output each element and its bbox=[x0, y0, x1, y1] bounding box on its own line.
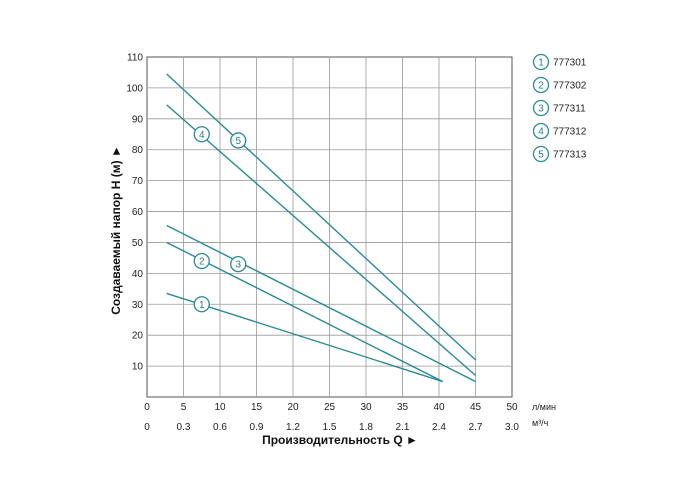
series-marker-1: 1 bbox=[193, 296, 210, 313]
legend-label: 777301 bbox=[553, 58, 587, 69]
series-marker-5: 5 bbox=[230, 132, 247, 149]
series-line-777302 bbox=[166, 241, 443, 383]
legend-label: 777302 bbox=[553, 81, 587, 92]
series-lines bbox=[166, 73, 476, 383]
x-tick-label: 50 bbox=[506, 402, 518, 413]
legend-label: 777313 bbox=[553, 150, 587, 161]
marker-number: 2 bbox=[199, 257, 205, 268]
y-tick-labels: 10 20 30 40 50 60 70 80 90 100 110 bbox=[126, 53, 143, 373]
x-tick-label: 40 bbox=[433, 402, 445, 413]
series-line-777311 bbox=[166, 224, 476, 383]
x-tick-label: 15 bbox=[251, 402, 263, 413]
x-tick-label: 10 bbox=[214, 402, 226, 413]
x2-tick-labels: 0 0.3 0.6 0.9 1.2 1.5 1.8 2.1 2.4 2.7 3.0 bbox=[144, 422, 519, 433]
series-marker-3: 3 bbox=[230, 255, 247, 273]
y-tick-label: 110 bbox=[127, 53, 143, 64]
y-tick-label: 50 bbox=[132, 238, 144, 249]
x-tick-label: 35 bbox=[397, 402, 409, 413]
marker-circle bbox=[193, 126, 210, 143]
legend-marker-circle bbox=[532, 145, 550, 163]
x-tick-label: 20 bbox=[287, 402, 299, 413]
series-line-777313 bbox=[166, 73, 476, 361]
legend-marker-circle bbox=[532, 99, 550, 117]
x2-tick-label: 1.8 bbox=[359, 422, 373, 433]
x-tick-label: 45 bbox=[470, 402, 482, 413]
marker-circle bbox=[193, 252, 210, 270]
legend-label: 777311 bbox=[553, 104, 586, 115]
y-tick-label: 20 bbox=[132, 331, 144, 342]
x-tick-label: 25 bbox=[324, 402, 336, 413]
x-tick-label: 5 bbox=[181, 402, 187, 413]
legend-marker-circle bbox=[532, 76, 550, 94]
legend-item-777313: 5 777313 bbox=[532, 145, 587, 163]
x2-tick-label: 2.4 bbox=[432, 422, 446, 433]
legend-marker-circle bbox=[532, 53, 550, 71]
y-tick-label: 70 bbox=[132, 176, 144, 187]
legend-marker-circle bbox=[532, 122, 550, 140]
series-marker-4: 4 bbox=[193, 126, 210, 143]
x2-unit-label: м³/ч bbox=[532, 418, 549, 428]
legend-label: 777312 bbox=[553, 127, 587, 138]
legend-marker-number: 2 bbox=[538, 81, 544, 92]
y-tick-label: 30 bbox=[132, 300, 144, 311]
legend-item-777302: 2 777302 bbox=[532, 76, 587, 94]
legend-marker-number: 1 bbox=[538, 58, 544, 69]
legend: 1 777301 2 777302 3 777311 4 777312 5 777313 bbox=[532, 53, 587, 163]
legend-marker-number: 3 bbox=[538, 104, 544, 115]
x2-tick-label: 0.6 bbox=[213, 422, 227, 433]
legend-item-777312: 4 777312 bbox=[532, 122, 587, 140]
y-tick-label: 10 bbox=[132, 362, 144, 373]
marker-circle bbox=[193, 296, 210, 313]
marker-number: 4 bbox=[199, 130, 205, 141]
series-markers: 1 2 3 4 5 bbox=[193, 126, 247, 313]
x2-tick-label: 0 bbox=[144, 422, 150, 433]
y-tick-label: 90 bbox=[132, 114, 144, 125]
x-unit-label: л/мин bbox=[532, 402, 556, 412]
series-line-777312 bbox=[166, 104, 476, 376]
y-tick-label: 100 bbox=[126, 83, 143, 94]
marker-number: 5 bbox=[235, 136, 241, 147]
marker-number: 1 bbox=[199, 300, 205, 311]
x2-tick-label: 0.3 bbox=[177, 422, 191, 433]
x2-tick-label: 3.0 bbox=[505, 422, 519, 433]
y-tick-label: 80 bbox=[132, 145, 144, 156]
legend-marker-number: 5 bbox=[538, 150, 544, 161]
y-tick-label: 40 bbox=[132, 269, 144, 280]
y-tick-label: 60 bbox=[132, 207, 144, 218]
x-tick-label: 0 bbox=[144, 402, 150, 413]
x-tick-label: 30 bbox=[360, 402, 372, 413]
x2-tick-label: 1.5 bbox=[323, 422, 337, 433]
y-axis-title: Создаваемый напор Н (м) ► bbox=[109, 145, 123, 315]
marker-circle bbox=[230, 255, 247, 273]
x-tick-labels: 0 5 10 15 20 25 30 35 40 45 50 bbox=[144, 402, 518, 413]
x2-tick-label: 2.7 bbox=[469, 422, 483, 433]
legend-item-777311: 3 777311 bbox=[532, 99, 586, 117]
x2-tick-label: 2.1 bbox=[396, 422, 410, 433]
legend-item-777301: 1 777301 bbox=[532, 53, 587, 71]
x2-tick-label: 1.2 bbox=[286, 422, 300, 433]
legend-marker-number: 4 bbox=[538, 127, 544, 138]
x2-tick-label: 0.9 bbox=[250, 422, 264, 433]
series-line-777301 bbox=[166, 292, 443, 383]
marker-number: 3 bbox=[235, 260, 241, 271]
marker-circle bbox=[230, 132, 247, 149]
series-marker-2: 2 bbox=[193, 252, 210, 270]
x-axis-title: Производительность Q ► bbox=[262, 433, 418, 447]
